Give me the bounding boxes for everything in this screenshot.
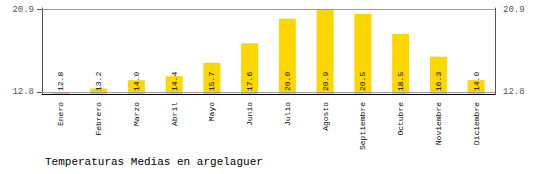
svg-text:Mayo: Mayo bbox=[207, 102, 216, 121]
svg-text:Agosto: Agosto bbox=[321, 102, 330, 131]
svg-text:Octubre: Octubre bbox=[396, 102, 405, 136]
svg-text:Diciembre: Diciembre bbox=[472, 102, 481, 145]
svg-text:12.8: 12.8 bbox=[56, 72, 65, 91]
svg-text:Marzo: Marzo bbox=[132, 102, 141, 126]
svg-text:16.3: 16.3 bbox=[434, 72, 443, 91]
svg-text:Noviembre: Noviembre bbox=[434, 102, 443, 145]
svg-text:20.9: 20.9 bbox=[503, 5, 525, 15]
svg-text:13.2: 13.2 bbox=[94, 72, 103, 91]
svg-text:Septiembre: Septiembre bbox=[358, 102, 367, 150]
svg-text:Julio: Julio bbox=[283, 102, 292, 126]
svg-text:15.7: 15.7 bbox=[207, 72, 216, 91]
svg-text:Enero: Enero bbox=[56, 102, 65, 126]
svg-text:14.0: 14.0 bbox=[132, 72, 141, 91]
svg-text:20.0: 20.0 bbox=[283, 72, 292, 91]
svg-text:Febrero: Febrero bbox=[94, 102, 103, 136]
svg-text:14.0: 14.0 bbox=[472, 72, 481, 91]
svg-text:12.8: 12.8 bbox=[12, 87, 34, 97]
svg-text:20.9: 20.9 bbox=[321, 72, 330, 91]
svg-text:Abril: Abril bbox=[170, 102, 179, 126]
svg-text:20.5: 20.5 bbox=[358, 72, 367, 91]
svg-text:17.6: 17.6 bbox=[245, 72, 254, 91]
svg-text:Junio: Junio bbox=[245, 102, 254, 126]
svg-text:18.5: 18.5 bbox=[396, 72, 405, 91]
svg-text:14.4: 14.4 bbox=[170, 72, 179, 91]
svg-text:12.8: 12.8 bbox=[503, 87, 525, 97]
svg-text:Temperaturas Medias en argelag: Temperaturas Medias en argelaguer bbox=[45, 156, 263, 168]
svg-text:20.9: 20.9 bbox=[12, 5, 34, 15]
